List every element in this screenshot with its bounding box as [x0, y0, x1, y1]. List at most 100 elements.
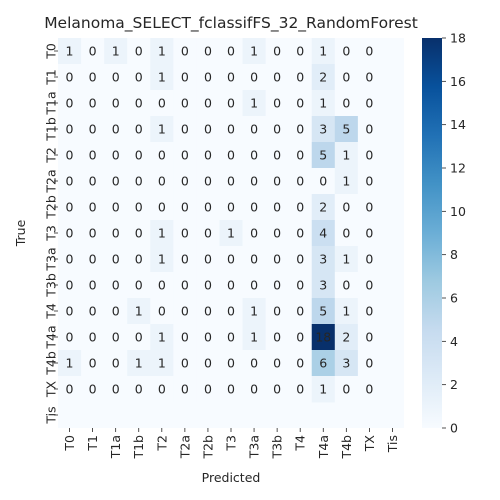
heatmap-cell	[173, 194, 197, 221]
cell-value-label: 0	[66, 226, 74, 241]
heatmap-cell	[288, 38, 313, 65]
cell-value-label: 0	[296, 252, 304, 267]
heatmap-cell	[127, 38, 151, 65]
cell-value-label: 0	[112, 200, 120, 215]
cell-value-label: 0	[273, 382, 281, 397]
cell-value-label: 0	[273, 252, 281, 267]
x-tick-label: Tis	[385, 435, 400, 453]
cell-value-label: 0	[135, 278, 143, 293]
heatmap-cell	[58, 220, 82, 247]
y-tick-label: TX	[44, 380, 59, 398]
cell-value-label: 0	[342, 226, 350, 241]
cell-value-label: 3	[319, 278, 327, 293]
heatmap-cell	[242, 220, 266, 247]
heatmap-cell	[288, 142, 313, 169]
heatmap-cell	[58, 116, 82, 143]
cell-value-label: 0	[181, 122, 189, 137]
heatmap-cell	[265, 90, 290, 117]
heatmap-cell	[173, 376, 197, 403]
cell-value-label: 0	[227, 304, 235, 319]
cell-value-label: 1	[135, 356, 143, 371]
heatmap-cell	[334, 324, 359, 351]
heatmap-cell	[173, 350, 197, 377]
heatmap-cell	[81, 116, 105, 143]
cell-value-label: 0	[273, 44, 281, 59]
heatmap-cell	[219, 298, 243, 325]
cell-value-label: 0	[89, 252, 97, 267]
x-tick-label: T2b	[200, 435, 215, 460]
heatmap-cell	[58, 350, 82, 377]
cell-value-label: 0	[135, 200, 143, 215]
cell-value-label: 0	[181, 44, 189, 59]
cell-value-label: 1	[319, 382, 327, 397]
cell-value-label: 0	[66, 122, 74, 137]
x-tick-label: T4a	[316, 435, 331, 459]
cell-value-label: 0	[365, 70, 373, 85]
heatmap-cell	[288, 220, 313, 247]
heatmap-cell	[334, 116, 359, 143]
heatmap-cell	[81, 376, 105, 403]
cell-value-label: 0	[204, 226, 212, 241]
heatmap-cell	[150, 350, 174, 377]
cell-value-label: 0	[227, 356, 235, 371]
heatmap-cell	[173, 116, 197, 143]
heatmap-cell	[242, 246, 266, 273]
x-tick-label: T4	[293, 435, 308, 452]
heatmap-cell	[127, 272, 151, 299]
cell-value-label: 0	[204, 44, 212, 59]
colorbar-tick-label: 0	[450, 421, 458, 436]
cell-value-label: 0	[296, 96, 304, 111]
heatmap-cell	[81, 90, 105, 117]
heatmap-cell	[242, 116, 266, 143]
cell-value-label: 0	[204, 252, 212, 267]
cell-value-label: 0	[273, 278, 281, 293]
heatmap-cell	[334, 142, 359, 169]
heatmap-cell	[311, 298, 336, 325]
heatmap-cell	[150, 324, 174, 351]
heatmap-cell	[81, 298, 105, 325]
heatmap-cell	[242, 298, 266, 325]
heatmap-cell	[58, 38, 82, 65]
heatmap-cell	[357, 168, 382, 195]
cell-value-label: 0	[227, 174, 235, 189]
heatmap-cell	[58, 194, 82, 221]
cell-value-label: 0	[365, 200, 373, 215]
heatmap-cell	[150, 38, 174, 65]
heatmap-cell	[219, 142, 243, 169]
heatmap-cell	[357, 272, 382, 299]
heatmap-cell	[173, 246, 197, 273]
heatmap-cell	[58, 64, 82, 91]
heatmap-cell	[242, 90, 266, 117]
cell-value-label: 0	[135, 174, 143, 189]
cell-value-label: 0	[296, 356, 304, 371]
cell-value-label: 0	[227, 200, 235, 215]
cell-value-label: 0	[273, 304, 281, 319]
cell-value-label: 0	[227, 382, 235, 397]
cell-value-label: 1	[250, 330, 258, 345]
cell-value-label: 0	[181, 200, 189, 215]
heatmap-cell	[311, 324, 336, 351]
colorbar-tick-label: 12	[450, 161, 466, 176]
cell-value-label: 0	[250, 252, 258, 267]
heatmap-cell	[242, 38, 266, 65]
heatmap-cell	[58, 298, 82, 325]
cell-value-label: 0	[273, 174, 281, 189]
cell-value-label: 0	[227, 44, 235, 59]
cell-value-label: 0	[112, 252, 120, 267]
heatmap-cell	[150, 142, 174, 169]
heatmap-cell	[150, 194, 174, 221]
heatmap-cell	[127, 168, 151, 195]
cell-value-label: 0	[365, 278, 373, 293]
heatmap-cell	[173, 220, 197, 247]
cell-value-label: 1	[112, 44, 120, 59]
cell-value-label: 0	[66, 252, 74, 267]
cell-value-label: 0	[296, 330, 304, 345]
heatmap-cell	[150, 246, 174, 273]
cell-value-label: 0	[204, 70, 212, 85]
cell-value-label: 0	[342, 200, 350, 215]
cell-value-label: 5	[342, 122, 350, 137]
cell-value-label: 0	[296, 122, 304, 137]
heatmap-cell	[127, 376, 151, 403]
cell-value-label: 1	[66, 44, 74, 59]
heatmap-cell	[288, 350, 313, 377]
